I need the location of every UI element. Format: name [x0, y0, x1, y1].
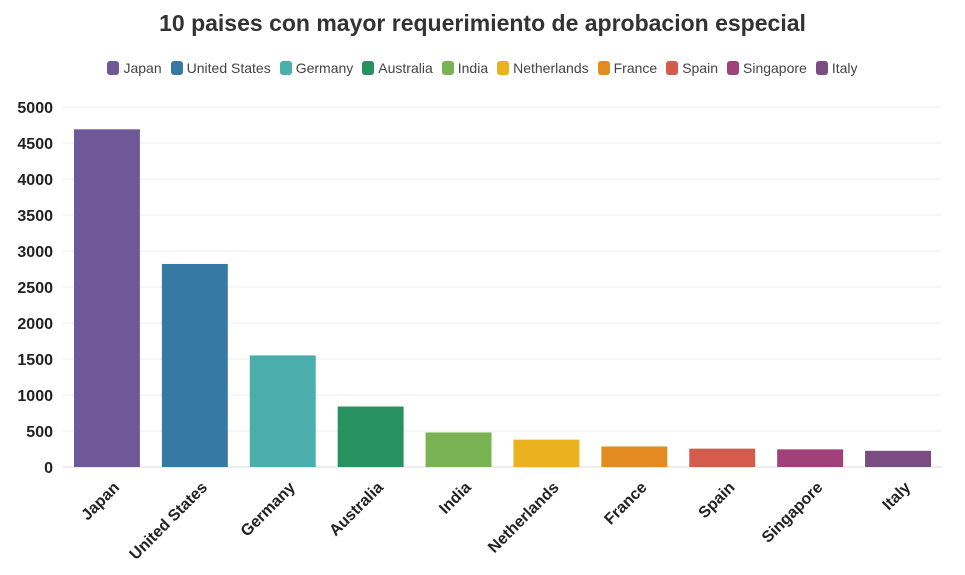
legend-item-australia[interactable]: Australia [362, 60, 433, 76]
bars [73, 129, 932, 467]
legend-item-india[interactable]: India [441, 60, 489, 76]
y-tick-label: 1000 [17, 388, 53, 405]
legend-item-singapore[interactable]: Singapore [727, 60, 807, 76]
x-tick-label-australia: Australia [326, 479, 387, 540]
x-tick-label-italy: Italy [880, 479, 915, 514]
legend-item-france[interactable]: France [597, 60, 658, 76]
x-tick-label-japan: Japan [78, 479, 123, 524]
bar-spain[interactable] [689, 448, 756, 467]
y-tick-label: 3500 [17, 208, 53, 225]
x-tick-label-united-states: United States [127, 479, 211, 563]
y-tick-label: 1500 [17, 352, 53, 369]
y-tick-label: 2000 [17, 316, 53, 333]
y-tick-label: 2500 [17, 280, 53, 297]
bar-india[interactable] [425, 432, 492, 467]
legend-label: Singapore [743, 60, 807, 76]
bar-japan[interactable] [73, 129, 140, 467]
bar-italy[interactable] [865, 450, 932, 467]
legend-item-united-states[interactable]: United States [170, 60, 271, 76]
chart-title: 10 paises con mayor requerimiento de apr… [159, 10, 806, 36]
legend-item-japan[interactable]: Japan [107, 60, 162, 76]
bar-france[interactable] [601, 446, 668, 467]
bar-germany[interactable] [249, 355, 316, 467]
bar-united-states[interactable] [161, 263, 228, 467]
legend-swatch [362, 61, 375, 75]
legend-label: Netherlands [513, 60, 589, 76]
x-tick-label-france: France [601, 479, 650, 528]
x-tick-label-singapore: Singapore [759, 479, 826, 546]
legend-label: Italy [831, 60, 858, 76]
y-tick-label: 4000 [17, 172, 53, 189]
legend-label: India [457, 60, 489, 76]
y-tick-label: 3000 [17, 244, 53, 261]
x-tick-label-germany: Germany [238, 479, 299, 540]
legend-item-germany[interactable]: Germany [279, 60, 354, 76]
y-axis-ticks: 0 500 1000 1500 2000 2500 3000 3500 4000 4500 5000 [17, 100, 53, 477]
legend-swatch [666, 61, 679, 75]
legend-label: Australia [378, 60, 433, 76]
legend-item-netherlands[interactable]: Netherlands [497, 60, 589, 76]
x-tick-label-india: India [436, 479, 474, 517]
legend-swatch [441, 61, 454, 75]
bar-singapore[interactable] [777, 449, 844, 467]
legend-label: Germany [295, 60, 354, 76]
legend-item-spain[interactable]: Spain [666, 60, 718, 76]
y-tick-label: 500 [26, 424, 53, 441]
x-axis-ticks: Japan United States Germany Australia India N… [78, 479, 914, 563]
bar-netherlands[interactable] [513, 439, 580, 467]
y-tick-label: 0 [44, 460, 53, 477]
y-tick-label: 5000 [17, 100, 53, 117]
x-tick-label-netherlands: Netherlands [485, 479, 562, 556]
legend-label: France [613, 60, 658, 76]
x-tick-label-spain: Spain [696, 479, 739, 522]
y-tick-label: 4500 [17, 136, 53, 153]
legend-swatch [497, 61, 510, 75]
legend: Japan United States Germany Australia India N… [0, 60, 965, 76]
legend-swatch [279, 61, 292, 75]
legend-swatch [170, 61, 183, 75]
legend-label: Spain [682, 60, 718, 76]
bar-australia[interactable] [337, 406, 404, 467]
legend-swatch [815, 61, 828, 75]
legend-item-italy[interactable]: Italy [815, 60, 858, 76]
legend-swatch [107, 61, 120, 75]
legend-swatch [727, 61, 739, 75]
legend-swatch [597, 61, 610, 75]
legend-label: Japan [123, 60, 162, 76]
legend-label: United States [186, 60, 271, 76]
